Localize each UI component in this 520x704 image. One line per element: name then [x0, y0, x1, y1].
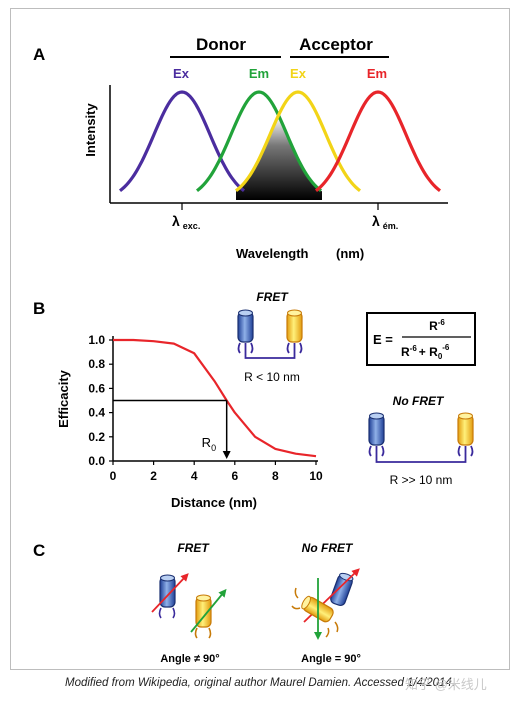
formula-box: [366, 312, 476, 366]
x-tick-label: 2: [150, 469, 157, 483]
x-tick-label: 4: [191, 469, 198, 483]
figure-caption: Modified from Wikipedia, original author…: [64, 677, 456, 689]
formula-lhs: E =: [373, 332, 393, 347]
no-fret-label-c: No FRET: [302, 541, 354, 555]
acceptor-em-label: Em: [367, 66, 387, 81]
acceptor-dipole-arrow-c1: [190, 588, 227, 633]
y-tick-label: 1.0: [88, 333, 105, 347]
acceptor-emission-curve: [315, 90, 441, 192]
spectral-overlap: [236, 116, 322, 200]
panel-c-label: C: [33, 541, 45, 560]
lambda-exc-label: λ exc.: [172, 213, 200, 231]
formula-denominator: R-6 + R0-6: [401, 343, 450, 361]
donor-fluorophore-b1: [237, 309, 254, 343]
formula-numerator: R-6: [429, 318, 445, 333]
x-tick-label: 10: [309, 469, 323, 483]
spectra-plot: [119, 90, 441, 200]
y-tick-label: 0.0: [88, 454, 105, 468]
wavelength-axis-label: Wavelength: [236, 246, 309, 261]
lambda-em-label: λ ém.: [372, 213, 398, 231]
fret-label-b: FRET: [256, 290, 289, 304]
linker-short: [237, 342, 303, 359]
acceptor-excitation-curve: [235, 90, 361, 192]
acceptor-fluorophore-c1: [194, 594, 212, 639]
donor-fluorophore-b2: [368, 412, 385, 446]
donor-dipole-arrow-c1: [151, 573, 189, 613]
donor-ex-label: Ex: [173, 66, 190, 81]
x-tick-label: 0: [110, 469, 117, 483]
no-fret-distance-label: R >> 10 nm: [390, 473, 453, 487]
efficacity-chart: 0.0 0.2 0.4 0.6 0.8 1.0 0 2 4 6 8 10 R0: [88, 333, 323, 483]
acceptor-fluorophore-b1: [286, 309, 303, 343]
panel-a-label: A: [33, 45, 45, 64]
donor-em-label: Em: [249, 66, 269, 81]
intensity-axis-label: Intensity: [83, 103, 98, 157]
acceptor-linker-c2: [291, 587, 339, 638]
wavelength-unit: (nm): [336, 246, 364, 261]
efficacity-axis-label: Efficacity: [56, 369, 71, 428]
r0-label: R0: [202, 435, 216, 453]
fret-angle-label: Angle ≠ 90°: [160, 653, 219, 665]
panel-b-label: B: [33, 299, 45, 318]
y-tick-label: 0.2: [88, 430, 105, 444]
watermark: 知乎 @米线儿: [405, 677, 487, 692]
distance-axis-label: Distance (nm): [171, 495, 257, 510]
fret-distance-label: R < 10 nm: [244, 370, 300, 384]
x-tick-label: 8: [272, 469, 279, 483]
no-fret-label-b: No FRET: [393, 394, 445, 408]
acceptor-fluorophore-b2: [457, 412, 474, 446]
linker-long: [368, 445, 474, 463]
y-tick-label: 0.8: [88, 357, 105, 371]
donor-label: Donor: [196, 35, 246, 54]
donor-emission-curve: [196, 90, 322, 192]
x-tick-label: 6: [231, 469, 238, 483]
donor-excitation-curve: [119, 90, 245, 192]
acceptor-label: Acceptor: [299, 35, 373, 54]
acceptor-ex-label: Ex: [290, 66, 307, 81]
y-tick-label: 0.4: [88, 406, 105, 420]
efficiency-curve: [113, 338, 317, 458]
fret-label-c: FRET: [177, 541, 210, 555]
y-tick-label: 0.6: [88, 381, 105, 395]
no-fret-angle-label: Angle = 90°: [301, 653, 361, 665]
